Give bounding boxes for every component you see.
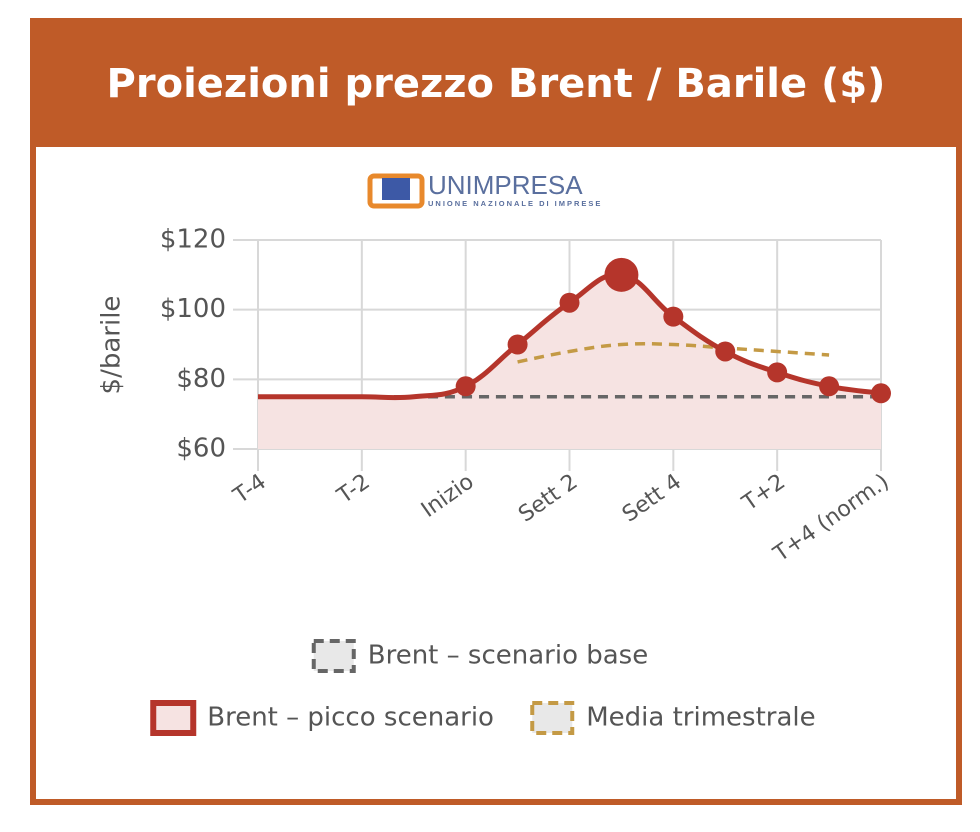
legend-swatch — [150, 700, 197, 736]
y-axis-label: $/barile — [97, 296, 127, 395]
legend-label: Brent – scenario base — [368, 641, 648, 671]
logo-icon — [367, 173, 425, 209]
logo-tagline: UNIONE NAZIONALE DI IMPRESE — [428, 199, 602, 208]
legend-label: Media trimestrale — [586, 703, 815, 733]
logo-name: UNIMPRESA — [428, 170, 583, 200]
y-tick-label: $120 — [160, 225, 226, 255]
point — [604, 257, 639, 292]
legend-swatch — [530, 701, 575, 735]
logo-flag — [382, 178, 410, 200]
point — [663, 306, 684, 327]
header — [33, 21, 959, 147]
y-tick-label: $100 — [160, 294, 226, 324]
point — [819, 376, 840, 397]
chart-title: Proiezioni prezzo Brent / Barile ($) — [107, 61, 886, 107]
y-tick-label: $60 — [176, 434, 226, 464]
point — [507, 334, 528, 355]
point — [559, 292, 580, 313]
point — [455, 376, 476, 397]
y-tick-label: $80 — [176, 364, 226, 394]
legend-swatch — [311, 639, 356, 673]
line — [517, 341, 830, 364]
point — [767, 362, 788, 383]
point — [715, 341, 736, 362]
point — [871, 383, 891, 404]
area — [258, 274, 881, 449]
legend-label: Brent – picco scenario — [207, 703, 494, 733]
